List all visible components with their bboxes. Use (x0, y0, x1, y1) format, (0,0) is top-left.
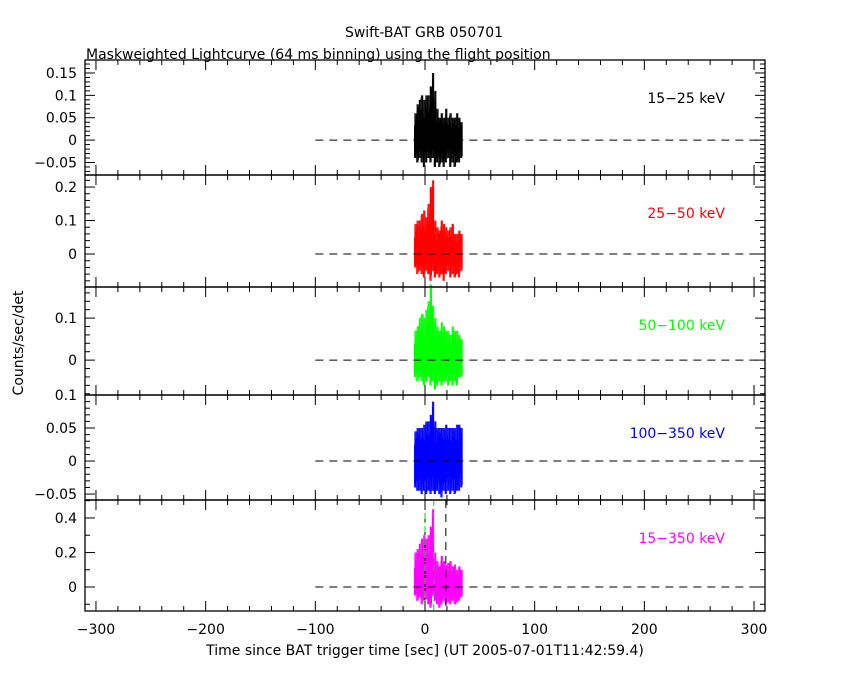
y-tick-label: 0 (68, 247, 77, 263)
data-bar (461, 233, 463, 270)
x-tick-label: 0 (421, 622, 430, 638)
panel-energy-label: 15−350 keV (638, 531, 725, 547)
x-tick-label: 300 (741, 622, 768, 638)
y-tick-label: 0.2 (55, 180, 77, 196)
y-tick-label: 0.15 (46, 66, 77, 82)
panel-energy-label: 15−25 keV (647, 91, 725, 107)
panel-2: 0 0.1 50−100 keV (55, 284, 766, 396)
y-tick-label: 0.05 (46, 421, 77, 437)
y-tick-label: 0.05 (46, 111, 77, 127)
data-bar (461, 428, 463, 485)
panel-energy-label: 50−100 keV (638, 318, 725, 334)
y-tick-label: 0.2 (55, 545, 77, 561)
y-tick-label: −0.05 (34, 487, 77, 503)
panel-0: −0.05 0 0.05 0.1 0.15 15−25 keV (34, 59, 766, 176)
y-tick-label: 0.1 (55, 311, 77, 327)
panel-3: −0.05 0 0.05 0.1 100−350 keV (34, 388, 766, 503)
y-tick-label: 0 (68, 454, 77, 470)
y-tick-label: 0 (68, 580, 77, 596)
y-tick-label: −0.05 (34, 155, 77, 171)
x-tick-label: −100 (296, 622, 334, 638)
y-tick-label: 0 (68, 353, 77, 369)
x-tick-label: −300 (77, 622, 115, 638)
panel-1: 0 0.1 0.2 25−50 keV (55, 174, 766, 288)
y-tick-label: 0 (68, 133, 77, 149)
y-tick-label: 0.1 (55, 388, 77, 404)
panel-energy-label: 100−350 keV (630, 426, 726, 442)
x-tick-label: 200 (631, 622, 658, 638)
y-tick-label: 0.1 (55, 88, 77, 104)
x-axis-label: Time since BAT trigger time [sec] (UT 20… (205, 643, 644, 659)
chart-title: Swift-BAT GRB 050701 (345, 25, 503, 41)
data-bar (461, 122, 463, 157)
x-tick-label: 100 (521, 622, 548, 638)
data-bar (461, 339, 463, 376)
panel-energy-label: 25−50 keV (647, 206, 725, 222)
panel-4: 0 0.2 0.4 15−350 keV (55, 499, 766, 612)
x-tick-label: −200 (186, 622, 224, 638)
y-tick-label: 0.4 (55, 511, 77, 527)
chart-subtitle: Maskweighted Lightcurve (64 ms binning) … (86, 47, 551, 63)
y-axis-label: Counts/sec/det (11, 290, 27, 395)
y-tick-label: 0.1 (55, 214, 77, 230)
data-bar (461, 569, 463, 597)
